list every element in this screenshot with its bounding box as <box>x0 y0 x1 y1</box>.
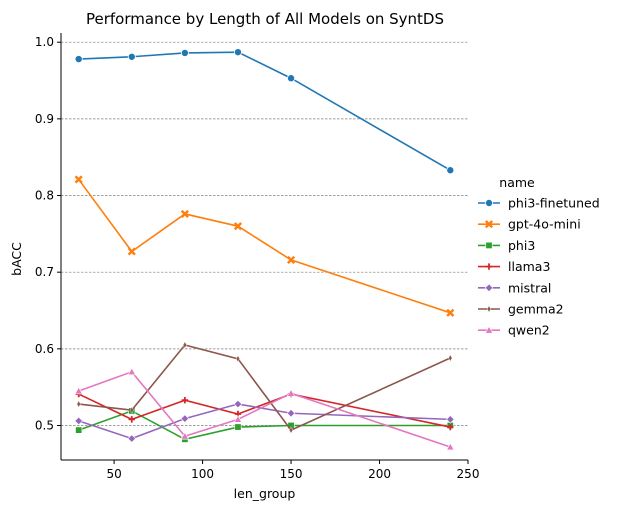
data-point <box>286 255 296 264</box>
data-point <box>446 308 455 317</box>
data-point <box>286 409 296 418</box>
gridlines <box>61 41 468 426</box>
data-point <box>127 434 137 443</box>
data-point <box>129 406 134 414</box>
data-point <box>128 416 135 423</box>
legend-label: phi3-finetuned <box>508 196 600 211</box>
data-point <box>180 414 190 423</box>
data-point <box>74 416 83 426</box>
series-gemma2 <box>76 341 453 434</box>
data-point <box>446 442 455 451</box>
data-point <box>446 166 455 175</box>
y-tick-label: 0.7 <box>35 265 54 279</box>
y-tick-label: 0.8 <box>35 189 54 203</box>
legend-marker <box>485 263 493 270</box>
data-point <box>286 388 296 397</box>
data-point <box>289 426 294 434</box>
data-point <box>180 431 190 440</box>
data-point <box>233 399 243 409</box>
data-point <box>235 355 240 363</box>
x-tick-label: 150 <box>280 467 303 481</box>
series-line <box>78 178 451 314</box>
legend-item: qwen2 <box>478 323 550 338</box>
data-point <box>76 400 81 408</box>
data-point <box>448 354 453 362</box>
data-point <box>233 415 243 423</box>
legend-item: gemma2 <box>478 302 564 317</box>
y-tick-label: 0.6 <box>35 342 54 356</box>
x-tick-label: 50 <box>106 467 121 481</box>
series-line <box>78 410 451 441</box>
legend-marker <box>485 241 493 249</box>
legend-item: mistral <box>478 280 551 295</box>
legend-marker <box>484 220 494 229</box>
legend-item: gpt-4o-mini <box>478 217 581 232</box>
x-axis-label: len_group <box>234 486 296 501</box>
legend-title: name <box>499 175 535 190</box>
data-point <box>75 426 83 434</box>
x-tick-label: 250 <box>457 467 480 481</box>
data-point <box>287 74 296 83</box>
series-mistral <box>74 399 455 443</box>
legend-item: llama3 <box>478 259 550 274</box>
data-point <box>127 52 136 61</box>
data-point <box>74 175 83 184</box>
series-line <box>78 393 451 428</box>
legend-label: gemma2 <box>508 302 564 317</box>
y-axis-label: bACC <box>9 242 24 276</box>
y-tick-label: 0.5 <box>35 419 54 433</box>
legend-label: phi3 <box>508 238 535 253</box>
legend: name phi3-finetuned gpt-4o-mini phi3 llama3… <box>478 175 600 338</box>
data-point <box>180 209 189 218</box>
data-point <box>234 423 242 431</box>
axes: 0.5 0.6 0.7 0.8 0.9 1.0 50 100 150 200 250 <box>35 33 480 481</box>
series-group <box>74 48 455 451</box>
series-gpt-4o-mini <box>74 175 455 317</box>
legend-label: llama3 <box>508 259 550 274</box>
legend-marker <box>484 325 494 334</box>
y-tick-label: 1.0 <box>35 35 54 49</box>
x-tick-label: 100 <box>191 467 214 481</box>
x-tick-label: 200 <box>368 467 391 481</box>
data-point <box>181 397 189 404</box>
data-point <box>446 415 455 424</box>
series-qwen2 <box>74 367 455 451</box>
data-point <box>182 341 187 349</box>
series-line <box>78 403 451 440</box>
legend-item: phi3-finetuned <box>478 196 600 211</box>
series-line <box>78 370 451 448</box>
chart-title: Performance by Length of All Models on S… <box>86 10 444 28</box>
legend-label: qwen2 <box>508 323 550 338</box>
series-phi3-finetuned <box>74 48 455 175</box>
legend-label: mistral <box>508 280 551 295</box>
data-point <box>447 423 454 431</box>
y-tick-label: 0.9 <box>35 112 54 126</box>
data-point <box>180 48 189 57</box>
data-point <box>233 48 242 57</box>
series-line <box>78 51 451 171</box>
legend-label: gpt-4o-mini <box>508 217 581 232</box>
data-point <box>127 367 136 376</box>
data-point <box>233 222 243 231</box>
data-point <box>74 386 83 395</box>
legend-item: phi3 <box>478 238 535 253</box>
data-point <box>127 247 136 256</box>
series-line <box>78 344 451 432</box>
legend-marker <box>484 283 494 293</box>
legend-marker <box>484 198 493 207</box>
legend-marker <box>487 305 491 313</box>
data-point <box>74 55 83 64</box>
